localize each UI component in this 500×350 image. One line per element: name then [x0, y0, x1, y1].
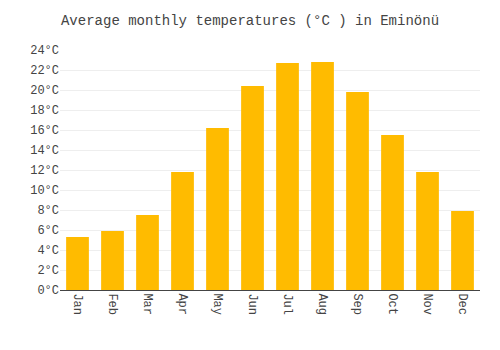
- svg-text:Jun: Jun: [245, 293, 259, 315]
- svg-text:Dec: Dec: [455, 293, 469, 315]
- svg-text:24°C: 24°C: [30, 44, 59, 58]
- svg-text:16°C: 16°C: [30, 124, 59, 138]
- svg-text:2°C: 2°C: [37, 264, 59, 278]
- svg-text:May: May: [210, 293, 224, 315]
- svg-text:Nov: Nov: [420, 293, 434, 315]
- svg-text:18°C: 18°C: [30, 104, 59, 118]
- svg-text:Jul: Jul: [280, 293, 294, 315]
- svg-text:Feb: Feb: [105, 293, 119, 315]
- svg-text:10°C: 10°C: [30, 184, 59, 198]
- svg-text:0°C: 0°C: [37, 284, 59, 298]
- svg-text:Average monthly temperatures (: Average monthly temperatures (°C ) in Em…: [61, 13, 439, 29]
- svg-text:6°C: 6°C: [37, 224, 59, 238]
- svg-text:22°C: 22°C: [30, 64, 59, 78]
- svg-text:Apr: Apr: [175, 293, 189, 315]
- svg-text:12°C: 12°C: [30, 164, 59, 178]
- svg-text:8°C: 8°C: [37, 204, 59, 218]
- svg-text:20°C: 20°C: [30, 84, 59, 98]
- svg-text:Jan: Jan: [70, 293, 84, 315]
- svg-text:Sep: Sep: [350, 293, 364, 315]
- svg-text:Mar: Mar: [140, 293, 154, 315]
- svg-text:4°C: 4°C: [37, 244, 59, 258]
- svg-text:Oct: Oct: [385, 293, 399, 315]
- svg-text:Aug: Aug: [315, 293, 329, 315]
- svg-text:14°C: 14°C: [30, 144, 59, 158]
